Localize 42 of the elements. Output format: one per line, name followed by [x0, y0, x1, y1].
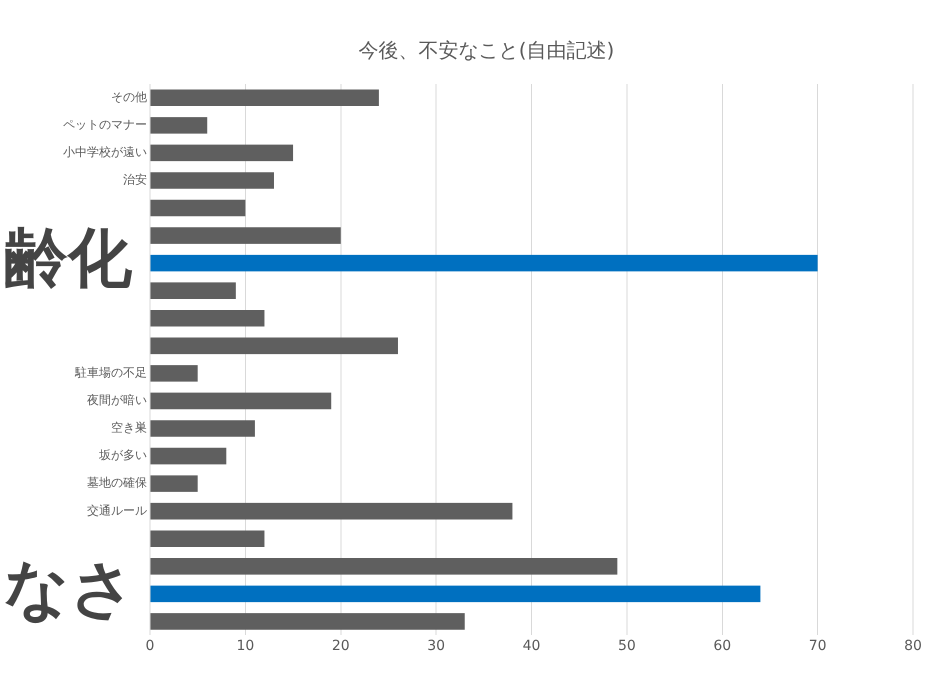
y-tick-label: 夜間が暗い — [87, 393, 147, 408]
bar — [150, 502, 512, 520]
bar — [150, 448, 226, 464]
x-tick-label: 80 — [904, 638, 922, 654]
y-tick-label: 治安 — [123, 172, 147, 187]
bar — [150, 227, 341, 244]
y-tick-label: ペットのマナー — [63, 117, 147, 132]
x-tick-label: 0 — [146, 638, 154, 654]
bar — [150, 558, 618, 575]
x-tick-label: 30 — [427, 638, 446, 654]
y-tick-label: 交通ルール — [87, 503, 147, 518]
bar — [150, 586, 760, 602]
x-tick-label: 50 — [618, 638, 636, 654]
x-tick-label: 60 — [713, 638, 732, 654]
y-tick-label: 空き巣 — [111, 420, 147, 435]
bar — [150, 310, 264, 327]
bar — [150, 282, 236, 299]
bar — [150, 172, 274, 189]
bar — [150, 475, 198, 492]
y-tick-label: 墓地の確保 — [87, 476, 147, 490]
bar — [150, 365, 198, 382]
text: なさ — [4, 552, 136, 626]
x-tick-label: 10 — [236, 638, 254, 654]
bar — [150, 144, 294, 162]
bar — [150, 613, 465, 630]
text: 齢化 — [4, 222, 133, 296]
bar — [150, 338, 398, 354]
y-tick-label: 坂が多い — [98, 448, 147, 462]
x-tick-label: 20 — [332, 638, 350, 654]
x-tick-label: 70 — [808, 638, 827, 654]
bar — [150, 90, 379, 106]
bar — [150, 392, 332, 410]
bar — [150, 254, 818, 272]
y-tick-label: その他 — [111, 90, 147, 104]
y-tick-label: 駐車場の不足 — [74, 366, 147, 380]
bar — [150, 200, 246, 216]
chart-title: 今後、不安なこと(自由記述) — [358, 38, 614, 62]
x-tick-label: 40 — [522, 638, 540, 654]
bar — [150, 420, 255, 437]
bar — [150, 117, 208, 134]
bar — [150, 530, 264, 548]
y-tick-label: 小中学校が遠い — [63, 145, 147, 160]
